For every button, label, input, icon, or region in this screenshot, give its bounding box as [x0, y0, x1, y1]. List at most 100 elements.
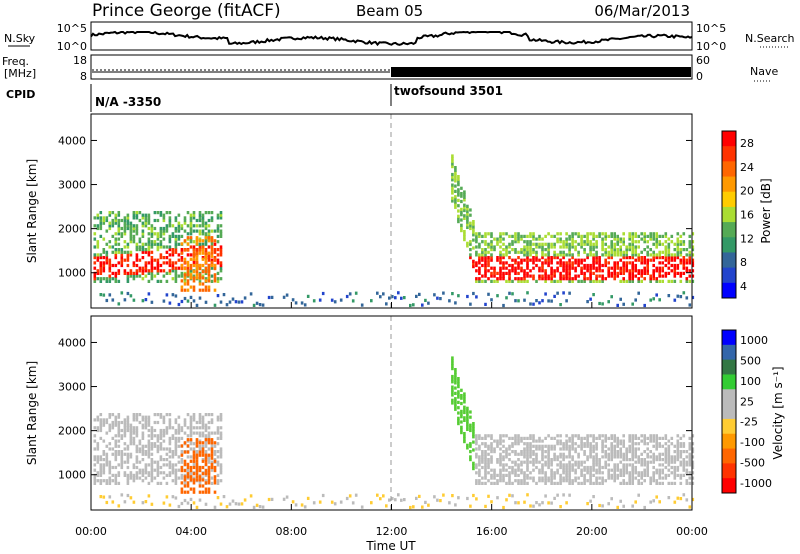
power-cell: [496, 271, 499, 275]
velocity-cell: [589, 444, 592, 448]
velocity-cell: [192, 447, 196, 451]
velocity-cell: [634, 436, 637, 440]
velocity-cell: [553, 447, 556, 451]
power-cell: [198, 242, 202, 246]
power-cell: [502, 237, 505, 241]
power-cell: [189, 226, 193, 231]
velocity-cell: [216, 415, 220, 419]
power-cell: [619, 271, 622, 275]
velocity-cell: [204, 453, 208, 457]
velocity-cell: [198, 431, 202, 435]
velocity-cell: [213, 431, 217, 435]
power-cell: [120, 253, 124, 257]
velocity-cell: [541, 452, 544, 456]
power-cell: [559, 232, 562, 236]
power-cell: [544, 261, 547, 265]
power-cell: [117, 224, 121, 228]
power-cell: [508, 250, 511, 254]
time-tick-4: 16:00: [476, 525, 508, 538]
power-cell: [117, 271, 121, 275]
power-cell: [532, 232, 535, 236]
velocity-cell: [679, 460, 683, 464]
velocity-cell: [673, 473, 677, 477]
velocity-cell: [544, 436, 547, 440]
power-cell: [117, 213, 121, 217]
power-cell: [562, 256, 565, 260]
power-cell: [379, 295, 382, 299]
velocity-cell: [562, 468, 565, 472]
power-cell: [111, 277, 115, 281]
velocity-cell: [207, 478, 211, 482]
power-cell: [559, 271, 562, 275]
velocity-cell: [108, 471, 112, 475]
velocity-cell: [195, 459, 199, 463]
velocity-cell: [529, 447, 532, 451]
power-cell: [679, 248, 683, 252]
velocity-cell: [673, 468, 677, 472]
velocity-cell: [562, 471, 565, 475]
velocity-cell: [544, 455, 547, 459]
velocity-cell: [532, 458, 535, 462]
velocity-cell: [189, 447, 193, 451]
power-cell: [478, 269, 481, 273]
power-cell: [511, 292, 514, 296]
power-cell: [673, 248, 677, 252]
velocity-cell: [679, 452, 683, 456]
power-cell: [114, 221, 118, 225]
power-cell: [454, 171, 457, 175]
power-cell: [658, 298, 661, 302]
velocity-cell: [562, 458, 565, 462]
power-cell: [153, 226, 157, 231]
power-cell: [541, 277, 544, 281]
power-cell: [646, 250, 649, 254]
power-cell: [499, 250, 502, 254]
power-cell: [490, 253, 493, 257]
velocity-cell: [379, 497, 382, 501]
velocity-cell: [135, 450, 139, 454]
power-cell: [174, 218, 178, 223]
power-cell: [213, 242, 217, 246]
velocity-cell: [514, 471, 517, 475]
velocity-cell: [553, 473, 556, 477]
velocity-cell: [204, 444, 208, 448]
velocity-cell: [207, 413, 211, 417]
power-cell: [631, 302, 634, 306]
power-cell: [625, 245, 628, 249]
velocity-cell: [628, 434, 631, 438]
velocity-cell: [562, 479, 565, 483]
power-colorbar-swatch-8: [722, 252, 736, 269]
power-cell: [517, 279, 520, 283]
velocity-cell: [538, 460, 541, 464]
power-cell: [535, 256, 538, 260]
velocity-cell: [496, 460, 499, 464]
power-cell: [135, 253, 139, 257]
velocity-cell: [652, 439, 655, 443]
power-cell: [535, 245, 538, 249]
power-cell: [466, 241, 469, 245]
velocity-cell: [180, 469, 184, 473]
velocity-cell: [679, 436, 683, 440]
power-cell: [469, 208, 472, 212]
velocity-cell: [556, 481, 559, 485]
power-cell: [538, 274, 541, 278]
power-cell: [550, 245, 553, 249]
velocity-cell: [691, 463, 695, 467]
velocity-colorbar-tick-7: -1000: [740, 477, 772, 490]
velocity-cell: [631, 471, 634, 475]
power-cell: [640, 279, 643, 283]
power-cell: [207, 267, 211, 271]
velocity-cell: [93, 479, 97, 483]
power-cell: [511, 258, 514, 262]
velocity-cell: [162, 439, 166, 443]
velocity-cell: [502, 455, 505, 459]
power-cell: [547, 253, 550, 257]
power-cell: [210, 251, 214, 255]
velocity-cell: [201, 476, 205, 480]
power-cell: [156, 279, 160, 283]
power-cell: [168, 218, 172, 223]
velocity-cell: [538, 503, 541, 507]
velocity-cell: [126, 423, 130, 427]
velocity-cell: [415, 496, 418, 500]
velocity-cell: [667, 455, 671, 459]
power-cell: [658, 234, 661, 238]
